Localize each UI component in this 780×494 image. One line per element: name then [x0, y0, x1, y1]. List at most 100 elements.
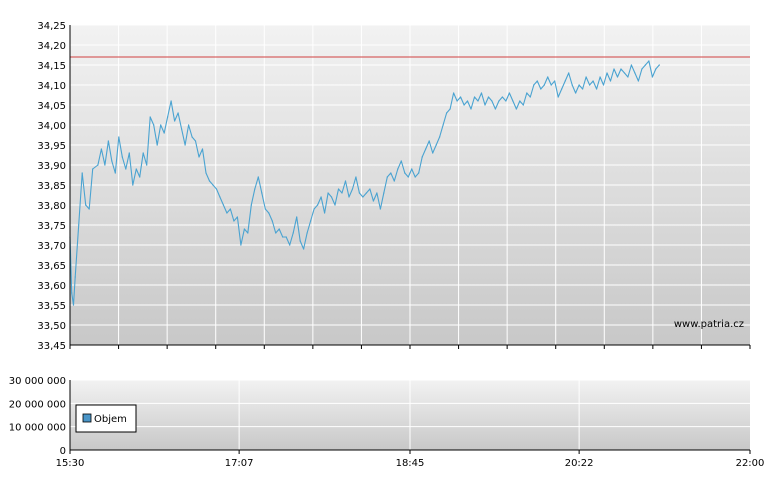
price-point	[459, 96, 462, 98]
price-point	[334, 204, 336, 206]
price-point	[296, 216, 298, 218]
price-point	[494, 108, 497, 110]
price-point	[508, 92, 510, 94]
price-point	[505, 100, 507, 102]
price-point	[623, 72, 626, 74]
price-point	[550, 84, 552, 86]
price-point	[585, 76, 587, 78]
x-tick-label: 20:22	[565, 458, 594, 469]
price-point	[282, 236, 284, 238]
price-point	[100, 148, 102, 150]
price-point	[498, 100, 500, 102]
price-point	[229, 208, 232, 210]
price-point	[421, 156, 423, 158]
price-point	[198, 156, 200, 158]
price-point	[222, 204, 225, 206]
price-point	[620, 68, 622, 70]
price-point	[310, 220, 312, 222]
price-point	[341, 192, 343, 194]
price-point	[602, 84, 605, 86]
price-point	[592, 80, 594, 82]
price-point	[92, 168, 94, 170]
price-point	[71, 292, 73, 294]
price-y-tick-label: 33,65	[37, 261, 66, 272]
price-point	[634, 72, 636, 74]
price-point	[466, 100, 469, 102]
price-point	[226, 212, 228, 214]
price-point	[529, 96, 531, 98]
price-point	[208, 180, 211, 182]
price-point	[153, 124, 155, 126]
price-point	[247, 232, 249, 234]
price-point	[606, 72, 608, 74]
price-point	[128, 152, 130, 154]
price-point	[351, 188, 354, 190]
price-point	[425, 148, 427, 150]
price-point	[358, 192, 361, 194]
price-point	[268, 212, 270, 214]
x-tick-label: 17:07	[225, 458, 254, 469]
price-point	[616, 76, 619, 78]
price-point	[114, 172, 116, 174]
price-point	[219, 196, 221, 198]
price-point	[201, 148, 204, 150]
price-point	[88, 208, 90, 210]
price-point	[180, 128, 183, 130]
price-point	[442, 124, 444, 126]
volume-y-tick-label: 10 000 000	[9, 423, 66, 434]
price-point	[582, 88, 584, 90]
price-point	[418, 172, 420, 174]
x-tick-label: 15:30	[56, 458, 85, 469]
price-point	[547, 76, 549, 78]
price-point	[292, 232, 294, 234]
price-point	[397, 168, 399, 170]
price-point	[327, 192, 329, 194]
price-point	[404, 172, 406, 174]
price-point	[111, 160, 113, 162]
price-y-tick-label: 34,20	[37, 41, 66, 52]
price-point	[575, 92, 577, 94]
price-y-tick-label: 33,85	[37, 181, 66, 192]
volume-y-tick-label: 0	[60, 446, 66, 457]
price-point	[355, 176, 357, 178]
price-point	[526, 92, 528, 94]
price-point	[487, 96, 490, 98]
price-point	[303, 248, 305, 250]
price-y-tick-label: 33,45	[37, 341, 66, 352]
price-point	[651, 76, 653, 78]
price-point	[163, 132, 165, 134]
price-point	[261, 192, 263, 194]
price-y-tick-label: 33,60	[37, 281, 66, 292]
price-point	[132, 184, 134, 186]
price-point	[630, 64, 633, 66]
price-y-tick-label: 34,05	[37, 101, 66, 112]
price-point	[512, 100, 514, 102]
price-point	[289, 244, 291, 246]
price-point	[484, 104, 486, 106]
price-point	[491, 100, 493, 102]
price-y-tick-label: 33,55	[37, 301, 66, 312]
price-point	[146, 164, 148, 166]
price-point	[320, 196, 322, 198]
price-point	[522, 104, 524, 106]
price-point	[184, 144, 186, 146]
price-point	[648, 60, 650, 62]
price-point	[533, 84, 535, 86]
price-point	[167, 116, 169, 118]
price-point	[390, 172, 392, 174]
price-point	[414, 176, 416, 178]
price-y-tick-label: 33,80	[37, 201, 66, 212]
price-point	[278, 228, 280, 230]
price-point	[174, 120, 176, 122]
price-point	[376, 192, 378, 194]
price-point	[72, 304, 75, 306]
price-point	[599, 76, 601, 78]
price-point	[470, 108, 472, 110]
price-point	[435, 144, 437, 146]
price-point	[407, 176, 409, 178]
price-point	[125, 168, 127, 170]
price-point	[449, 108, 451, 110]
price-point	[480, 92, 483, 94]
price-point	[519, 100, 521, 102]
